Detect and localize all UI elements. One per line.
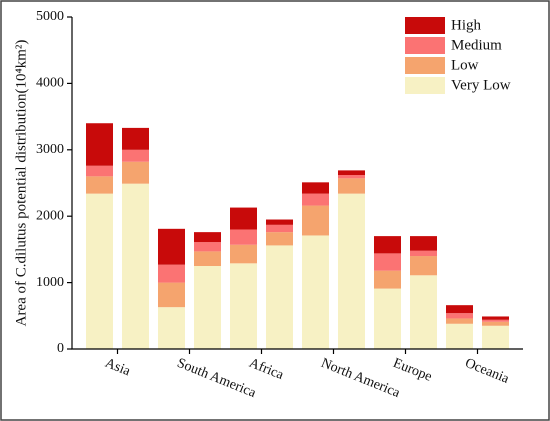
legend-label: Medium xyxy=(451,37,502,53)
x-tick-label: Europe xyxy=(391,356,434,385)
bar-segment xyxy=(338,170,365,176)
bar-segment xyxy=(86,176,113,194)
legend-swatch xyxy=(405,37,445,54)
x-tick-label: Asia xyxy=(103,356,133,380)
x-tick-label: North America xyxy=(319,356,403,402)
bar-segment xyxy=(338,178,365,194)
bar-segment xyxy=(266,232,293,246)
bar-segment xyxy=(374,236,401,254)
bar-segment xyxy=(410,256,437,276)
bar-segment xyxy=(194,242,221,252)
bar-segment xyxy=(446,313,473,319)
bar-segment xyxy=(266,224,293,233)
bar-segment xyxy=(86,123,113,166)
bar-segment xyxy=(482,321,509,326)
bar-segment xyxy=(410,275,437,349)
bar-segment xyxy=(230,229,257,245)
bar-segment xyxy=(122,127,149,150)
bar-segment xyxy=(122,161,149,184)
bar-segment xyxy=(302,235,329,349)
y-tick-label: 2000 xyxy=(36,208,64,223)
y-tick-label: 4000 xyxy=(36,76,64,91)
bar-segment xyxy=(302,182,329,194)
bar-segment xyxy=(302,205,329,236)
bar-segment xyxy=(482,325,509,349)
bar-segment xyxy=(338,175,365,179)
bar-segment xyxy=(410,250,437,257)
bar-segment xyxy=(86,165,113,177)
x-tick-label: Africa xyxy=(247,356,286,384)
legend-swatch xyxy=(405,77,445,94)
legend-swatch xyxy=(405,57,445,74)
bar-segment xyxy=(158,282,185,308)
bar-segment xyxy=(446,323,473,349)
bar-segment xyxy=(374,253,401,271)
bar-segment xyxy=(374,288,401,349)
bar-segment xyxy=(374,270,401,289)
axes xyxy=(71,17,523,350)
bar-segment xyxy=(230,244,257,264)
legend-label: High xyxy=(451,17,482,33)
bar-segment xyxy=(194,232,221,243)
bar-segment xyxy=(194,266,221,349)
bar-segment xyxy=(266,245,293,349)
x-tick-label: Oceania xyxy=(463,356,512,387)
bar-segment xyxy=(230,263,257,349)
y-tick-label: 3000 xyxy=(36,142,64,157)
bar-segment xyxy=(338,193,365,349)
y-tick-label: 0 xyxy=(57,341,64,356)
bar-segment xyxy=(122,183,149,349)
bar-segment xyxy=(86,193,113,349)
legend-label: Low xyxy=(451,57,479,73)
x-tick-label: South America xyxy=(175,356,259,402)
y-tick-label: 1000 xyxy=(36,275,64,290)
bar-segment xyxy=(446,305,473,314)
bar-segment xyxy=(482,316,509,320)
y-tick-label: 5000 xyxy=(36,9,64,24)
bar-segment xyxy=(266,219,293,225)
bar-segment xyxy=(158,228,185,265)
bar-segment xyxy=(122,149,149,162)
bar-segment xyxy=(230,207,257,230)
y-axis-label: Area of C.dilutus potential distribution… xyxy=(13,40,29,327)
bar-segment xyxy=(302,193,329,206)
legend-label: Very Low xyxy=(451,77,511,93)
bar-segment xyxy=(158,264,185,283)
bar-segment xyxy=(482,319,509,322)
legend-swatch xyxy=(405,17,445,34)
bar-segment xyxy=(158,307,185,349)
bar-segment xyxy=(446,318,473,324)
bar-segment xyxy=(410,236,437,251)
bar-segment xyxy=(194,251,221,266)
